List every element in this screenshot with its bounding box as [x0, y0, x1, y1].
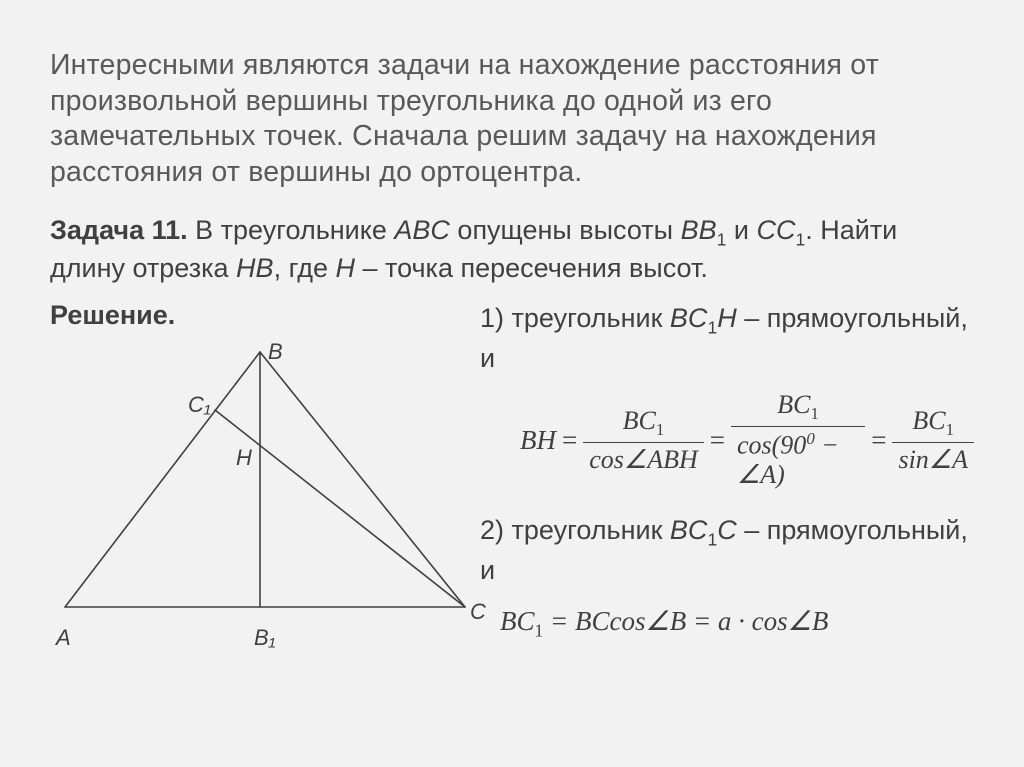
point-label-C: C [470, 599, 486, 625]
solution-label: Решение. [50, 300, 480, 331]
step-2: 2) треугольник BC1C – прямоугольный, и [480, 512, 974, 589]
formula-BH: BH = BC1 cos∠ABH = BC1 cos(900 − ∠A) = B… [520, 390, 974, 490]
step-1: 1) треугольник BC1H – прямоугольный, и [480, 300, 974, 377]
point-label-B: B [268, 339, 283, 365]
triangle-diagram: ABCB₁C₁H [50, 337, 480, 647]
intro-text: Интересными являются задачи на нахождени… [50, 48, 974, 191]
point-label-H: H [236, 445, 252, 471]
point-label-C1: C₁ [188, 392, 211, 418]
point-label-B1: B₁ [254, 625, 276, 651]
formula-BC1: BC1 = BCcos∠B = a · cos∠B [500, 603, 974, 643]
point-label-A: A [56, 625, 71, 651]
problem-statement: Задача 11. В треугольнике ABC опущены вы… [50, 213, 974, 286]
problem-label: Задача 11. [50, 215, 188, 245]
